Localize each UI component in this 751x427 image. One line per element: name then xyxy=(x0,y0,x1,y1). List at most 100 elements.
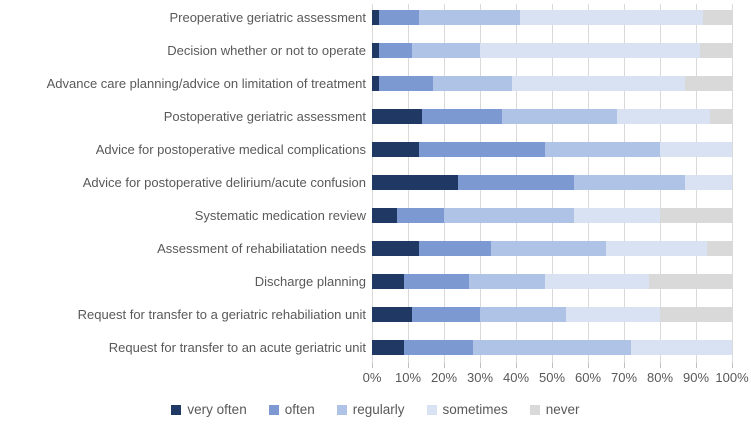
bar-segment-often xyxy=(404,340,473,355)
axis-tick xyxy=(624,363,625,368)
axis-tick-label: 60% xyxy=(574,370,602,385)
axis-tick xyxy=(660,363,661,368)
axis-tick-label: 50% xyxy=(538,370,566,385)
axis-tick xyxy=(444,363,445,368)
legend-swatch-icon xyxy=(336,404,347,415)
bar-segment-often xyxy=(379,10,419,25)
bar-segment-regularly xyxy=(490,241,606,256)
axis-tick-label: 80% xyxy=(646,370,674,385)
axis-tick xyxy=(552,363,553,368)
axis-tick xyxy=(588,363,589,368)
bar-segment-very-often xyxy=(372,142,419,157)
bar-segment-sometimes xyxy=(544,274,650,289)
bar-segment-often xyxy=(404,274,470,289)
axis-tick-label: 90% xyxy=(682,370,710,385)
bar-segment-never xyxy=(703,10,732,25)
axis-tick-label: 70% xyxy=(610,370,638,385)
bar-segment-often xyxy=(418,241,491,256)
bar-segment-sometimes xyxy=(573,208,660,223)
bar-row xyxy=(372,76,732,91)
bar-row xyxy=(372,10,732,25)
bar-segment-never xyxy=(685,76,732,91)
axis-tick-label: 40% xyxy=(502,370,530,385)
plot-area xyxy=(372,4,733,363)
bar-segment-never xyxy=(710,109,732,124)
category-label: Advice for postoperative delirium/acute … xyxy=(82,175,366,190)
bar-segment-very-often xyxy=(372,340,405,355)
legend-swatch-icon xyxy=(426,404,437,415)
bar-segment-regularly xyxy=(573,175,686,190)
legend-swatch-icon xyxy=(529,404,540,415)
bar-segment-sometimes xyxy=(479,43,700,58)
legend-label: often xyxy=(284,402,315,417)
axis-tick xyxy=(516,363,517,368)
category-label: Advance care planning/advice on limitati… xyxy=(46,76,366,91)
bar-row xyxy=(372,175,732,190)
bar-segment-regularly xyxy=(418,10,520,25)
gridline xyxy=(732,4,733,363)
bar-segment-often xyxy=(422,109,502,124)
bar-segment-very-often xyxy=(372,274,405,289)
bar-segment-regularly xyxy=(544,142,660,157)
bar-segment-never xyxy=(659,307,732,322)
axis-tick-label: 100% xyxy=(715,370,749,385)
bar-segment-sometimes xyxy=(659,142,732,157)
bar-row xyxy=(372,241,732,256)
bar-segment-regularly xyxy=(443,208,574,223)
category-label: Request for transfer to a geriatric reha… xyxy=(77,307,366,322)
bar-row xyxy=(372,274,732,289)
bar-segment-very-often xyxy=(372,307,412,322)
bar-segment-often xyxy=(397,208,444,223)
legend-swatch-icon xyxy=(268,404,279,415)
legend-label: regularly xyxy=(352,402,405,417)
bar-segment-regularly xyxy=(411,43,480,58)
bar-segment-regularly xyxy=(469,274,545,289)
legend-swatch-icon xyxy=(171,404,182,415)
category-label: Systematic medication review xyxy=(194,208,366,223)
bar-row xyxy=(372,43,732,58)
axis-tick-label: 30% xyxy=(466,370,494,385)
bar-segment-often xyxy=(418,142,545,157)
bar-segment-very-often xyxy=(372,10,380,25)
category-label: Decision whether or not to operate xyxy=(167,43,366,58)
bar-segment-very-often xyxy=(372,76,380,91)
bar-segment-very-often xyxy=(372,109,423,124)
legend-item-regularly: regularly xyxy=(336,402,405,417)
bar-segment-sometimes xyxy=(512,76,686,91)
category-label: Preoperative geriatric assessment xyxy=(169,10,366,25)
axis-tick xyxy=(408,363,409,368)
legend-item-never: never xyxy=(529,402,580,417)
legend-item-often: often xyxy=(268,402,315,417)
bar-segment-regularly xyxy=(479,307,567,322)
bar-segment-sometimes xyxy=(605,241,707,256)
bar-segment-very-often xyxy=(372,241,419,256)
axis-tick xyxy=(732,363,733,368)
bar-row xyxy=(372,109,732,124)
bar-row xyxy=(372,340,732,355)
axis-tick xyxy=(696,363,697,368)
bar-segment-often xyxy=(458,175,574,190)
legend-label: never xyxy=(545,402,580,417)
bar-segment-sometimes xyxy=(519,10,704,25)
category-label: Postoperative geriatric assessment xyxy=(163,109,366,124)
bar-segment-never xyxy=(706,241,732,256)
category-label: Discharge planning xyxy=(254,274,366,289)
axis-tick xyxy=(372,363,373,368)
bar-segment-very-often xyxy=(372,208,398,223)
bar-segment-regularly xyxy=(433,76,513,91)
bar-segment-often xyxy=(411,307,480,322)
bar-segment-sometimes xyxy=(616,109,711,124)
bar-segment-sometimes xyxy=(566,307,660,322)
axis-tick-label: 10% xyxy=(394,370,422,385)
bar-row xyxy=(372,208,732,223)
bar-segment-sometimes xyxy=(685,175,732,190)
legend-item-very-often: very often xyxy=(171,402,247,417)
bar-segment-never xyxy=(659,208,732,223)
category-label: Advice for postoperative medical complic… xyxy=(95,142,366,157)
category-label: Request for transfer to an acute geriatr… xyxy=(108,340,366,355)
legend-label: sometimes xyxy=(442,402,508,417)
bar-segment-sometimes xyxy=(631,340,732,355)
bar-row xyxy=(372,142,732,157)
bar-segment-regularly xyxy=(501,109,617,124)
